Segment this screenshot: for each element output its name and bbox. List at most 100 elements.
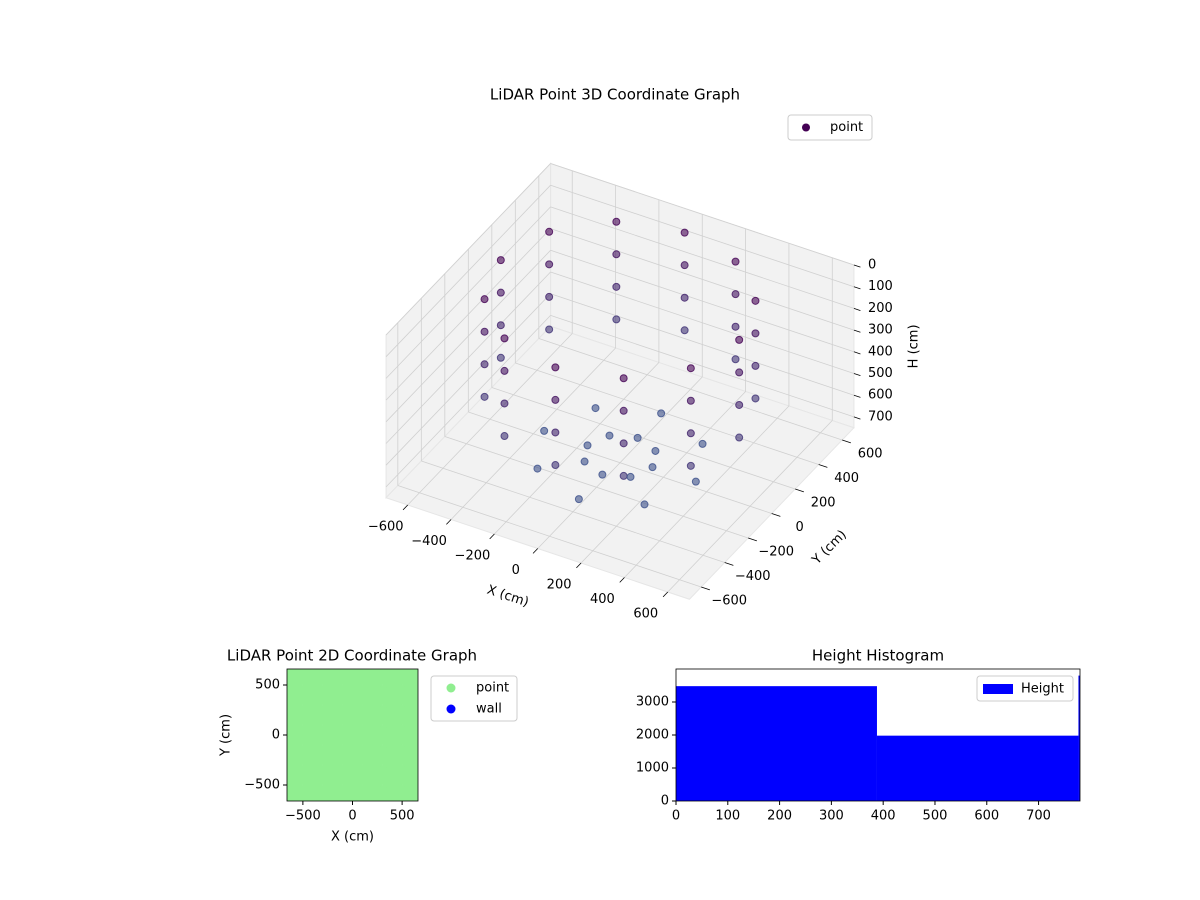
point — [545, 260, 554, 269]
x-tick-label: 600 — [633, 607, 658, 622]
point — [318, 721, 347, 749]
point — [751, 296, 760, 305]
point — [480, 327, 489, 336]
y-tick-label: 500 — [255, 678, 280, 693]
bar — [676, 686, 877, 801]
point — [680, 326, 689, 335]
x-tick-label: 300 — [819, 809, 844, 824]
point — [496, 321, 505, 330]
point — [545, 227, 554, 236]
point — [698, 439, 707, 448]
grid-line — [385, 315, 551, 488]
tick-mark — [853, 329, 861, 333]
grid-line — [468, 411, 772, 514]
point — [496, 353, 505, 362]
point — [545, 325, 554, 334]
point — [751, 329, 760, 338]
point — [648, 463, 657, 472]
y-tick-label: 400 — [834, 471, 859, 486]
point — [574, 495, 583, 504]
y-axis-label: Y (cm) — [809, 527, 850, 568]
x-tick-label: 700 — [1026, 809, 1051, 824]
tick-mark — [853, 373, 861, 377]
point — [338, 681, 367, 709]
point — [680, 261, 689, 270]
point — [751, 361, 760, 370]
point — [358, 701, 387, 729]
legend-marker — [446, 683, 456, 693]
point — [686, 364, 695, 373]
x-tick-label: 100 — [715, 809, 740, 824]
grid-line — [550, 271, 855, 374]
tick-mark — [842, 439, 851, 444]
point — [605, 431, 614, 440]
point — [500, 399, 509, 408]
legend-label: wall — [476, 702, 502, 717]
x-tick-label: 400 — [590, 592, 615, 607]
point — [735, 400, 744, 409]
point — [378, 761, 407, 789]
point — [480, 392, 489, 401]
legend-label: Height — [1021, 682, 1064, 697]
bar — [1078, 675, 1080, 801]
point — [691, 477, 700, 486]
point — [619, 374, 628, 383]
point — [358, 721, 387, 749]
grid-line — [550, 293, 855, 396]
point — [735, 433, 744, 442]
grid-line — [515, 362, 819, 465]
tick-mark — [853, 394, 861, 398]
y-tick-label: −600 — [711, 594, 747, 609]
point — [657, 409, 666, 418]
z-tick-label: 300 — [868, 323, 893, 338]
grid-line — [385, 163, 551, 336]
point — [545, 292, 554, 301]
point — [731, 290, 740, 299]
legend-box — [976, 675, 1074, 702]
point — [551, 461, 560, 470]
points — [287, 669, 418, 801]
point — [640, 500, 649, 509]
chart-title: LiDAR Point 3D Coordinate Graph — [490, 86, 740, 104]
points — [480, 217, 760, 509]
z-tick-label: 500 — [868, 366, 893, 381]
point — [318, 761, 347, 789]
grid-line — [385, 184, 551, 357]
point — [686, 396, 695, 405]
y-axis-label: Y (cm) — [219, 714, 234, 757]
x-tick-label: −400 — [411, 534, 447, 549]
x-tick-label: 200 — [547, 578, 572, 593]
point — [358, 741, 387, 769]
tick-mark — [662, 591, 669, 598]
legend-box — [787, 114, 873, 141]
chart-title: Height Histogram — [812, 647, 944, 665]
y-tick-label: 0 — [272, 728, 280, 743]
point — [500, 334, 509, 343]
point — [551, 428, 560, 437]
point — [298, 721, 327, 749]
point — [731, 257, 740, 266]
point — [480, 360, 489, 369]
point — [298, 741, 327, 769]
x-tick-label: −600 — [368, 520, 404, 535]
point — [378, 721, 407, 749]
x-tick-label: 500 — [390, 809, 415, 824]
point — [612, 282, 621, 291]
tick-mark — [489, 533, 495, 540]
z-tick-label: 600 — [868, 388, 893, 403]
grid-line — [385, 206, 551, 379]
tick-mark — [818, 464, 828, 468]
y-tick-label: −200 — [758, 545, 794, 560]
point — [540, 426, 549, 435]
y-tick-label: −400 — [735, 569, 771, 584]
z-tick-label: 100 — [868, 279, 893, 294]
chart-title: LiDAR Point 2D Coordinate Graph — [227, 647, 477, 665]
tick-mark — [748, 537, 757, 542]
tick-mark — [701, 586, 710, 591]
point — [500, 432, 509, 441]
grid-line — [550, 206, 855, 309]
point — [398, 669, 418, 689]
point — [731, 322, 740, 331]
y-tick-label: 200 — [811, 496, 836, 511]
grid-line — [550, 163, 855, 266]
